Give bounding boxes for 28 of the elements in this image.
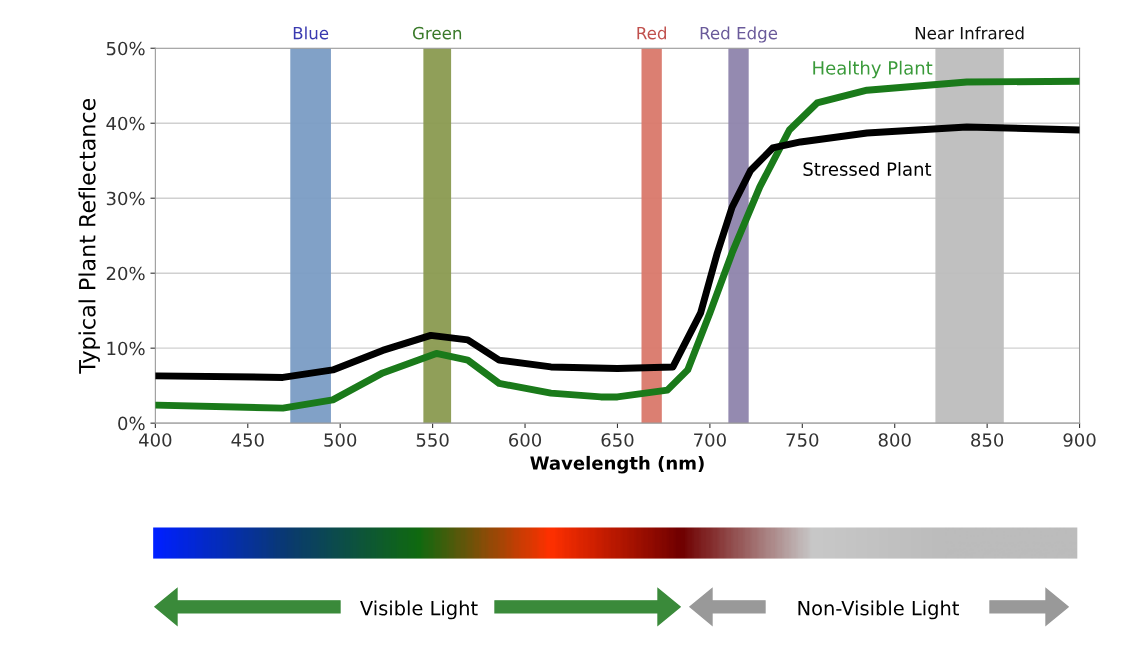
x-axis-title: Wavelength (nm) xyxy=(530,455,704,474)
band-label: Near Infrared xyxy=(915,26,1024,40)
x-tick-label: 850 xyxy=(971,433,1004,447)
y-tick-label: 30% xyxy=(106,191,145,206)
x-tick-label: 600 xyxy=(509,433,542,447)
y-tick-label: 10% xyxy=(107,341,145,356)
text: Non-Visible Light xyxy=(798,600,959,620)
x-tick-label: 650 xyxy=(601,433,634,447)
x-tick-label: 700 xyxy=(694,433,726,447)
y-axis-title: Typical Plant Reflectance xyxy=(78,98,100,374)
series-label: Stressed Plant xyxy=(803,161,932,176)
y-tick-label: 40% xyxy=(106,116,145,131)
x-tick-label: 550 xyxy=(416,433,449,447)
y-tick-label: 0% xyxy=(118,416,145,431)
text: Visible Light xyxy=(360,600,478,620)
x-tick-label: 400 xyxy=(139,433,172,447)
band-label: Red xyxy=(637,26,666,40)
x-tick-label: 900 xyxy=(1063,433,1096,447)
band-label: Red Edge xyxy=(700,26,778,43)
x-tick-label: 800 xyxy=(878,433,911,447)
band-label: Green xyxy=(412,26,462,40)
x-tick-label: 500 xyxy=(324,433,357,447)
x-tick-label: 450 xyxy=(231,433,264,447)
band-label: Blue xyxy=(293,26,329,40)
x-tick-label: 750 xyxy=(786,433,819,447)
y-tick-label: 20% xyxy=(106,266,145,281)
y-tick-label: 50% xyxy=(106,41,145,56)
series-label: Healthy Plant xyxy=(813,60,933,79)
